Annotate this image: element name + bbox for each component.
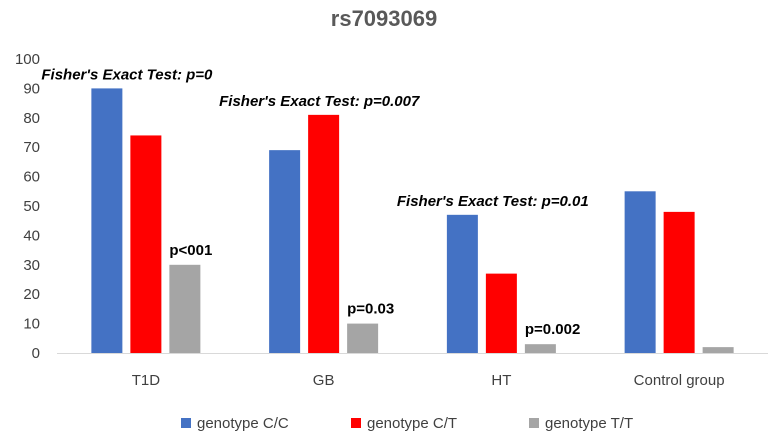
annotations: Fisher's Exact Test: p=0 Fisher's Exact T… [41, 66, 588, 209]
y-tick-label: 0 [32, 345, 40, 362]
bar [308, 114, 340, 353]
bar [663, 211, 695, 353]
y-tick-label: 100 [15, 51, 40, 68]
x-tick-label: Control group [634, 372, 725, 389]
p-value-labels: p<001 p=0.03 p=0.002 [169, 242, 580, 338]
y-tick-label: 70 [23, 139, 40, 156]
bar [269, 150, 301, 353]
legend-label: genotype T/T [545, 415, 633, 432]
x-axis-labels: T1D GB HT Control group [132, 372, 725, 389]
bar [624, 191, 656, 353]
bar [130, 135, 162, 353]
x-tick-label: T1D [132, 372, 161, 389]
bar [347, 323, 379, 353]
y-tick-label: 50 [23, 198, 40, 215]
legend-swatch [351, 418, 361, 428]
legend-label: genotype C/C [197, 415, 289, 432]
p-value-label: p<001 [169, 242, 212, 259]
fisher-test-annotation: Fisher's Exact Test: p=0.01 [397, 193, 589, 210]
y-tick-label: 10 [23, 316, 40, 333]
y-tick-label: 60 [23, 169, 40, 186]
p-value-label: p=0.03 [347, 301, 394, 318]
legend-swatch [529, 418, 539, 428]
bar [446, 214, 478, 353]
fisher-test-annotation: Fisher's Exact Test: p=0 [41, 66, 213, 83]
x-tick-label: HT [491, 372, 511, 389]
p-value-label: p=0.002 [525, 321, 580, 338]
bar [702, 347, 734, 353]
bar [485, 273, 517, 353]
legend-swatch [181, 418, 191, 428]
y-axis-ticks: 0 10 20 30 40 50 60 70 80 90 100 [15, 51, 40, 362]
bars [91, 88, 734, 354]
legend-label: genotype C/T [367, 415, 457, 432]
legend: genotype C/C genotype C/T genotype T/T [181, 415, 633, 432]
y-tick-label: 30 [23, 257, 40, 274]
bar [524, 344, 556, 353]
bar [91, 88, 123, 354]
bar [169, 264, 201, 353]
chart-title: rs7093069 [331, 6, 437, 31]
x-tick-label: GB [313, 372, 335, 389]
y-tick-label: 20 [23, 286, 40, 303]
fisher-test-annotation: Fisher's Exact Test: p=0.007 [219, 93, 420, 110]
y-tick-label: 90 [23, 80, 40, 97]
y-tick-label: 40 [23, 227, 40, 244]
y-tick-label: 80 [23, 110, 40, 127]
